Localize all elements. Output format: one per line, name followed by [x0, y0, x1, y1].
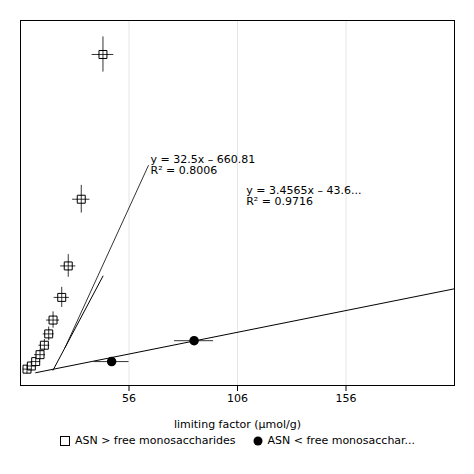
svg-text:y = 32.5x – 660.81R² = 0.8006: y = 32.5x – 660.81R² = 0.8006: [151, 153, 256, 177]
html-text:ASN < free monosacchar...: ASN < free monosacchar...: [267, 434, 416, 447]
html-text:ASN > free monosaccharides: ASN > free monosaccharides: [74, 434, 236, 447]
svg-text:56: 56: [122, 392, 136, 405]
svg-text:156: 156: [336, 392, 357, 405]
svg-text:106: 106: [227, 392, 248, 405]
svg-text:limiting factor (μmol/g): limiting factor (μmol/g): [174, 418, 301, 431]
svg-text:y = 3.4565x – 43.6...R² = 0.97: y = 3.4565x – 43.6...R² = 0.9716: [246, 184, 361, 208]
